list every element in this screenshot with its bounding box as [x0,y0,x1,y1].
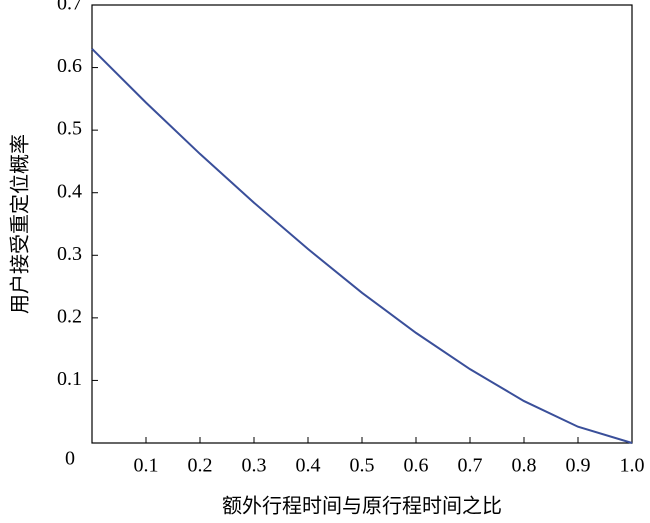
y-tick-label: 0.6 [57,55,82,77]
x-axis-label: 额外行程时间与原行程时间之比 [222,495,502,518]
plot-frame [91,4,633,444]
line-series [91,48,633,444]
y-tick-label: 0.4 [57,180,82,202]
y-tick-label: 0.3 [57,243,82,265]
x-tick-label: 0.5 [350,455,375,477]
x-tick-label: 0.6 [404,455,429,477]
x-tick-label: 0.4 [296,455,321,477]
y-tick-label: 0.7 [57,0,82,15]
x-tick-label: 0.9 [566,455,591,477]
x-tick-label: 0.3 [242,455,267,477]
x-tick-label: 0.2 [188,455,213,477]
x-tick-label: 1.0 [620,455,645,477]
y-tick-label: 0 [65,448,75,470]
x-tick-label: 0.1 [134,455,159,477]
y-tick-label: 0.5 [57,118,82,140]
x-tick-label: 0.7 [458,455,483,477]
y-tick-label: 0.2 [57,305,82,327]
x-tick-label: 0.8 [512,455,537,477]
y-axis-label: 用户接受重定位概率 [9,134,32,314]
y-tick-label: 0.1 [57,368,82,390]
